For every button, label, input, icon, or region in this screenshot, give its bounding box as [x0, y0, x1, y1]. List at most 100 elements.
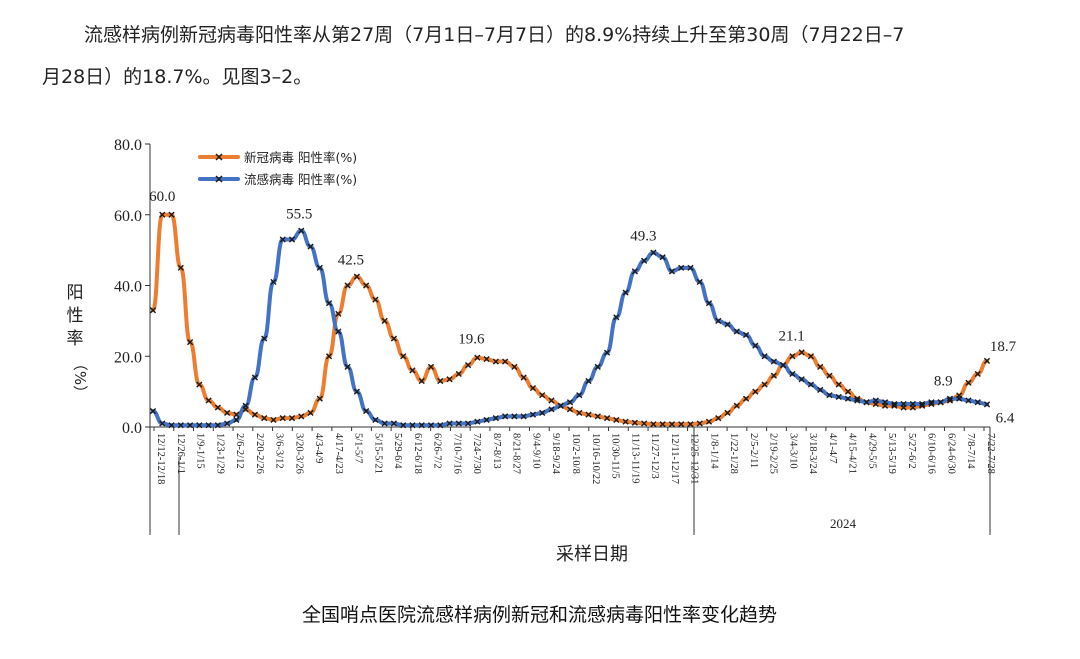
covid-series-point — [854, 395, 861, 402]
covid-series-point — [687, 421, 694, 428]
covid-series-point — [307, 409, 314, 416]
x-tick-label: 10/30-11/5 — [610, 433, 621, 479]
x-tick-label: 4/1-4/7 — [827, 433, 838, 463]
flu-series-point — [826, 392, 833, 399]
x-tick-label: 7/10-7/16 — [451, 433, 462, 474]
flu-series-point — [761, 353, 768, 360]
flu-series-point — [919, 400, 926, 408]
covid-series-point — [826, 372, 833, 379]
data-label: 21.1 — [779, 328, 805, 344]
flu-series-point — [437, 422, 444, 429]
x-tick-label: 12/11-12/17 — [669, 433, 680, 484]
x-tick-label: 7/8-7/14 — [965, 433, 976, 469]
flu-series-point — [844, 395, 852, 402]
x-tick-label: 7/24-7/30 — [471, 433, 482, 474]
data-label: 60.0 — [149, 189, 175, 205]
covid-series-point — [159, 211, 166, 218]
x-tick-label: 3/4-3/10 — [787, 433, 798, 469]
flu-series-point — [594, 363, 601, 370]
covid-series-point — [622, 418, 629, 425]
flu-series-point — [789, 370, 796, 378]
x-tick-label: 5/15-5/21 — [372, 433, 383, 474]
flu-series-point — [668, 268, 676, 275]
flu-series-point — [946, 395, 954, 402]
x-tick-label: 10/16-10/22 — [590, 433, 601, 484]
data-label: 19.6 — [458, 332, 485, 348]
flu-series-point — [835, 393, 842, 401]
flu-series-point — [576, 392, 583, 399]
y-tick-label: 80.0 — [114, 137, 142, 154]
covid-series-point — [483, 355, 490, 363]
flu-series-point — [400, 422, 407, 429]
x-tick-label: 2/20-2/26 — [254, 433, 265, 474]
flu-series-point — [168, 422, 175, 429]
flu-series-point — [937, 399, 944, 406]
flu-series-point — [613, 314, 620, 321]
legend-marker — [215, 175, 223, 183]
covid-series-point — [548, 397, 555, 404]
flu-series-point — [965, 397, 972, 404]
covid-series-point — [659, 421, 666, 428]
flu-series-point — [863, 399, 870, 406]
x-tick-label: 5/13-5/19 — [886, 433, 897, 474]
covid-series-point — [529, 384, 537, 392]
covid-series-point — [455, 370, 462, 378]
covid-series-point — [372, 296, 379, 303]
covid-series-point — [733, 402, 740, 409]
flu-series-point — [585, 377, 592, 385]
year-label: 2024 — [830, 516, 857, 531]
covid-series-point — [585, 411, 592, 418]
flu-series-point — [325, 300, 333, 307]
covid-series-point — [316, 395, 323, 402]
flu-series-point — [956, 395, 963, 402]
flu-series-point — [539, 409, 546, 416]
flu-series-point — [817, 386, 824, 393]
flu-series-point — [909, 400, 916, 408]
covid-series-point — [205, 397, 212, 404]
x-tick-label: 2/19-2/25 — [768, 433, 779, 474]
covid-series-point — [742, 395, 750, 402]
legend-marker — [215, 153, 223, 161]
flu-series-point — [705, 300, 713, 307]
covid-series-point — [983, 357, 991, 364]
x-tick-label: 3/6-3/12 — [274, 433, 285, 469]
flu-series-point — [641, 257, 648, 264]
flu-series-point — [353, 388, 360, 395]
x-tick-label: 1/22-1/28 — [728, 433, 739, 474]
covid-series-point — [502, 358, 509, 365]
flu-series-point — [483, 416, 490, 424]
flu-series-point — [464, 420, 472, 427]
covid-series-point — [437, 377, 444, 385]
covid-series-point — [325, 353, 333, 360]
x-tick-label: 8/7-8/13 — [491, 433, 502, 469]
covid-series-point — [400, 353, 407, 360]
x-tick-label: 9/18-9/24 — [550, 433, 561, 475]
flu-series-point — [687, 264, 694, 271]
covid-series-point — [974, 370, 981, 378]
legend-label: 流感病毒 阳性率(%) — [244, 172, 357, 187]
covid-series-point — [928, 400, 935, 408]
flu-series-point — [298, 227, 305, 234]
flu-series-point — [455, 420, 462, 427]
flu-series-point — [557, 402, 564, 409]
flu-series-point — [974, 399, 981, 406]
flu-series-point — [603, 349, 611, 356]
flu-series-point — [872, 397, 879, 404]
x-tick-label: 4/29-5/5 — [866, 433, 877, 469]
covid-series-point — [344, 282, 351, 289]
covid-series-point — [520, 374, 527, 381]
y-axis-label-unit: （%） — [71, 356, 89, 400]
covid-series-point — [761, 381, 768, 388]
flu-series-point — [196, 422, 203, 429]
covid-series-point — [891, 402, 898, 409]
flu-series-point — [529, 411, 537, 418]
flu-series-point — [928, 399, 935, 406]
covid-series-point — [149, 307, 157, 314]
x-tick-label: 6/12-6/18 — [412, 433, 423, 474]
covid-series-point — [261, 415, 268, 422]
covid-series-point — [807, 353, 815, 360]
covid-series-point — [789, 353, 796, 360]
flu-series-point — [622, 289, 629, 296]
flu-series-point — [205, 422, 212, 429]
covid-series-point — [715, 415, 722, 422]
